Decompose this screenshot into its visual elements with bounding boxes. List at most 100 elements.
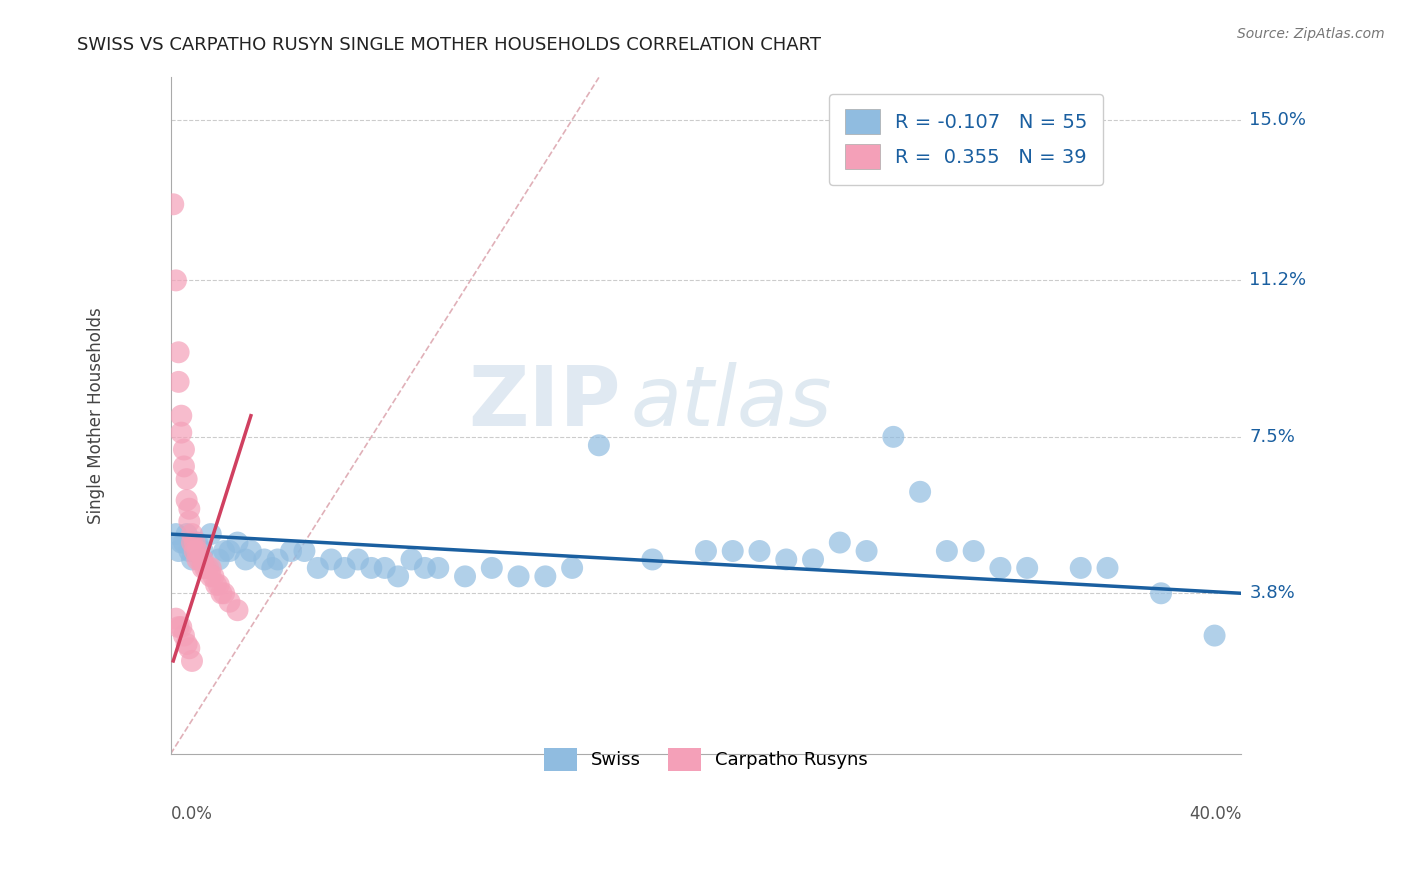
Point	[179, 641, 201, 656]
Point	[173, 442, 195, 457]
Point	[186, 544, 208, 558]
Point	[179, 501, 201, 516]
Point	[176, 472, 198, 486]
Point	[186, 552, 208, 566]
Point	[294, 544, 316, 558]
Point	[908, 484, 931, 499]
Point	[173, 535, 195, 549]
Point	[191, 561, 214, 575]
Point	[200, 569, 222, 583]
Point	[235, 552, 257, 566]
Point	[191, 544, 214, 558]
Point	[183, 544, 205, 558]
Point	[1017, 561, 1039, 575]
Point	[179, 515, 201, 529]
Point	[454, 569, 477, 583]
Point	[170, 425, 193, 440]
Point	[162, 197, 184, 211]
Point	[1070, 561, 1092, 575]
Point	[413, 561, 436, 575]
Point	[181, 527, 204, 541]
Point	[165, 527, 187, 541]
Point	[205, 578, 228, 592]
Point	[226, 603, 249, 617]
Point	[828, 535, 851, 549]
Point	[588, 438, 610, 452]
Text: 3.8%: 3.8%	[1250, 584, 1295, 602]
Point	[173, 629, 195, 643]
Point	[262, 561, 284, 575]
Point	[1204, 629, 1226, 643]
Point	[1150, 586, 1173, 600]
Point	[183, 535, 205, 549]
Point	[197, 561, 219, 575]
Point	[239, 544, 262, 558]
Point	[181, 654, 204, 668]
Point	[167, 375, 190, 389]
Point	[387, 569, 409, 583]
Point	[176, 493, 198, 508]
Point	[508, 569, 530, 583]
Point	[253, 552, 276, 566]
Point	[200, 527, 222, 541]
Point	[721, 544, 744, 558]
Point	[218, 544, 240, 558]
Text: 15.0%: 15.0%	[1250, 111, 1306, 128]
Point	[208, 578, 231, 592]
Point	[186, 535, 208, 549]
Point	[200, 561, 222, 575]
Point	[179, 544, 201, 558]
Text: 7.5%: 7.5%	[1250, 428, 1295, 446]
Point	[208, 552, 231, 566]
Text: ZIP: ZIP	[468, 361, 620, 442]
Point	[775, 552, 797, 566]
Text: 40.0%: 40.0%	[1189, 805, 1241, 822]
Legend: Swiss, Carpatho Rusyns: Swiss, Carpatho Rusyns	[530, 733, 882, 786]
Point	[173, 459, 195, 474]
Point	[280, 544, 302, 558]
Point	[347, 552, 370, 566]
Point	[209, 586, 232, 600]
Point	[748, 544, 770, 558]
Text: Source: ZipAtlas.com: Source: ZipAtlas.com	[1237, 27, 1385, 41]
Point	[374, 561, 396, 575]
Point	[534, 569, 557, 583]
Point	[307, 561, 329, 575]
Point	[167, 345, 190, 359]
Text: atlas: atlas	[631, 361, 832, 442]
Point	[181, 535, 204, 549]
Point	[226, 535, 249, 549]
Point	[427, 561, 450, 575]
Text: 11.2%: 11.2%	[1250, 271, 1306, 289]
Text: SWISS VS CARPATHO RUSYN SINGLE MOTHER HOUSEHOLDS CORRELATION CHART: SWISS VS CARPATHO RUSYN SINGLE MOTHER HO…	[77, 36, 821, 54]
Point	[212, 544, 235, 558]
Point	[641, 552, 664, 566]
Point	[176, 527, 198, 541]
Point	[1097, 561, 1119, 575]
Point	[188, 552, 211, 566]
Point	[333, 561, 356, 575]
Point	[695, 544, 717, 558]
Point	[170, 620, 193, 634]
Point	[167, 544, 190, 558]
Point	[191, 552, 214, 566]
Point	[170, 409, 193, 423]
Point	[990, 561, 1012, 575]
Point	[202, 569, 225, 583]
Point	[882, 430, 904, 444]
Point	[801, 552, 824, 566]
Point	[218, 595, 240, 609]
Point	[176, 637, 198, 651]
Text: 0.0%: 0.0%	[170, 805, 212, 822]
Point	[935, 544, 957, 558]
Point	[360, 561, 382, 575]
Point	[561, 561, 583, 575]
Point	[194, 561, 217, 575]
Point	[855, 544, 877, 558]
Point	[212, 586, 235, 600]
Point	[165, 612, 187, 626]
Text: Single Mother Households: Single Mother Households	[87, 308, 104, 524]
Point	[321, 552, 343, 566]
Point	[181, 552, 204, 566]
Point	[962, 544, 984, 558]
